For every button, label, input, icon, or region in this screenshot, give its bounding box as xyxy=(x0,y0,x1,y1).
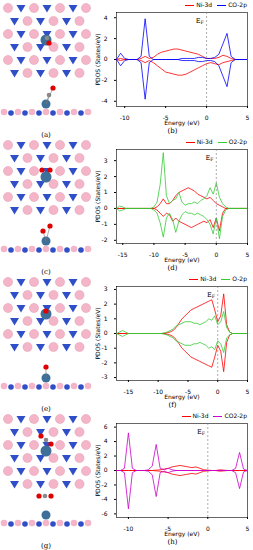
svg-text:5: 5 xyxy=(246,525,250,532)
svg-text:0: 0 xyxy=(104,55,108,62)
svg-text:PDOS (States/eV): PDOS (States/eV) xyxy=(94,444,101,496)
svg-text:E: E xyxy=(207,291,212,300)
svg-text:E: E xyxy=(197,428,202,437)
svg-text:-5: -5 xyxy=(162,113,169,121)
svg-text:-1: -1 xyxy=(102,220,108,227)
svg-text:PDOS (States/eV): PDOS (States/eV) xyxy=(94,307,101,359)
html-text:(a): (a) xyxy=(41,131,51,139)
svg-text:5: 5 xyxy=(246,251,250,258)
svg-text:5: 5 xyxy=(246,114,250,121)
html-text:Ni-3d: Ni-3d xyxy=(196,1,213,8)
svg-text:F: F xyxy=(201,20,204,25)
svg-text:0: 0 xyxy=(104,466,108,473)
svg-text:2: 2 xyxy=(104,35,108,42)
svg-text:PDOS (States/eV): PDOS (States/eV) xyxy=(94,33,101,85)
svg-text:2: 2 xyxy=(104,173,108,180)
svg-text:Energy (eV): Energy (eV) xyxy=(164,393,199,401)
html-text:Ni-3d: Ni-3d xyxy=(196,138,213,145)
svg-text:-2: -2 xyxy=(102,76,108,83)
svg-text:-6: -6 xyxy=(102,510,108,517)
svg-text:-10: -10 xyxy=(124,525,134,532)
svg-text:3: 3 xyxy=(104,285,108,292)
svg-text:E: E xyxy=(205,154,211,163)
svg-text:6: 6 xyxy=(104,423,108,430)
html-text:(h): (h) xyxy=(167,538,178,546)
svg-text:-2: -2 xyxy=(102,481,108,488)
svg-text:3: 3 xyxy=(104,157,108,164)
svg-text:Energy (eV): Energy (eV) xyxy=(164,530,199,538)
html-text:(c): (c) xyxy=(41,268,51,276)
svg-text:2: 2 xyxy=(104,300,108,307)
svg-text:-2: -2 xyxy=(102,359,108,366)
svg-text:0: 0 xyxy=(216,388,220,395)
svg-text:-15: -15 xyxy=(118,251,128,258)
html-text:(f): (f) xyxy=(168,401,177,409)
html-text:O2-2p: O2-2p xyxy=(228,138,247,145)
svg-text:PDOS (States/eV): PDOS (States/eV) xyxy=(94,170,101,222)
svg-text:Energy (eV): Energy (eV) xyxy=(164,119,199,127)
svg-text:4: 4 xyxy=(104,437,108,444)
svg-text:-10: -10 xyxy=(149,251,159,258)
html-text:(g): (g) xyxy=(41,542,51,550)
svg-text:0: 0 xyxy=(206,525,210,532)
html-text:CO-2p: CO-2p xyxy=(228,1,247,8)
svg-text:-4: -4 xyxy=(102,495,108,502)
svg-text:-5: -5 xyxy=(185,387,191,395)
html-text:Ni-3d: Ni-3d xyxy=(200,275,217,282)
html-text:(b): (b) xyxy=(167,127,178,135)
svg-text:-5: -5 xyxy=(182,250,189,258)
svg-text:0: 0 xyxy=(205,114,209,121)
html-text:O-2p: O-2p xyxy=(232,275,247,282)
svg-text:0: 0 xyxy=(104,329,108,336)
svg-text:1: 1 xyxy=(104,315,108,322)
svg-text:-5: -5 xyxy=(165,524,172,532)
svg-text:E: E xyxy=(195,17,201,26)
svg-text:-4: -4 xyxy=(102,97,108,104)
svg-text:-2: -2 xyxy=(102,236,108,243)
svg-text:-3: -3 xyxy=(102,373,108,380)
svg-text:2: 2 xyxy=(104,452,108,459)
svg-text:F: F xyxy=(212,294,215,299)
svg-text:F: F xyxy=(202,431,205,436)
svg-text:-10: -10 xyxy=(153,388,163,395)
svg-text:-10: -10 xyxy=(120,114,130,121)
svg-text:1: 1 xyxy=(104,188,108,195)
html-text:(e): (e) xyxy=(41,405,51,413)
html-text:CO2-2p: CO2-2p xyxy=(224,412,247,419)
html-text:(d): (d) xyxy=(167,264,178,272)
html-text:Ni-3d: Ni-3d xyxy=(192,412,209,419)
svg-text:F: F xyxy=(210,157,213,162)
svg-text:-1: -1 xyxy=(102,344,108,351)
svg-text:4: 4 xyxy=(104,14,108,21)
svg-text:Energy (eV): Energy (eV) xyxy=(164,256,199,264)
svg-text:0: 0 xyxy=(104,204,108,211)
svg-text:0: 0 xyxy=(214,251,218,258)
svg-text:5: 5 xyxy=(246,388,250,395)
svg-text:-15: -15 xyxy=(124,388,134,395)
